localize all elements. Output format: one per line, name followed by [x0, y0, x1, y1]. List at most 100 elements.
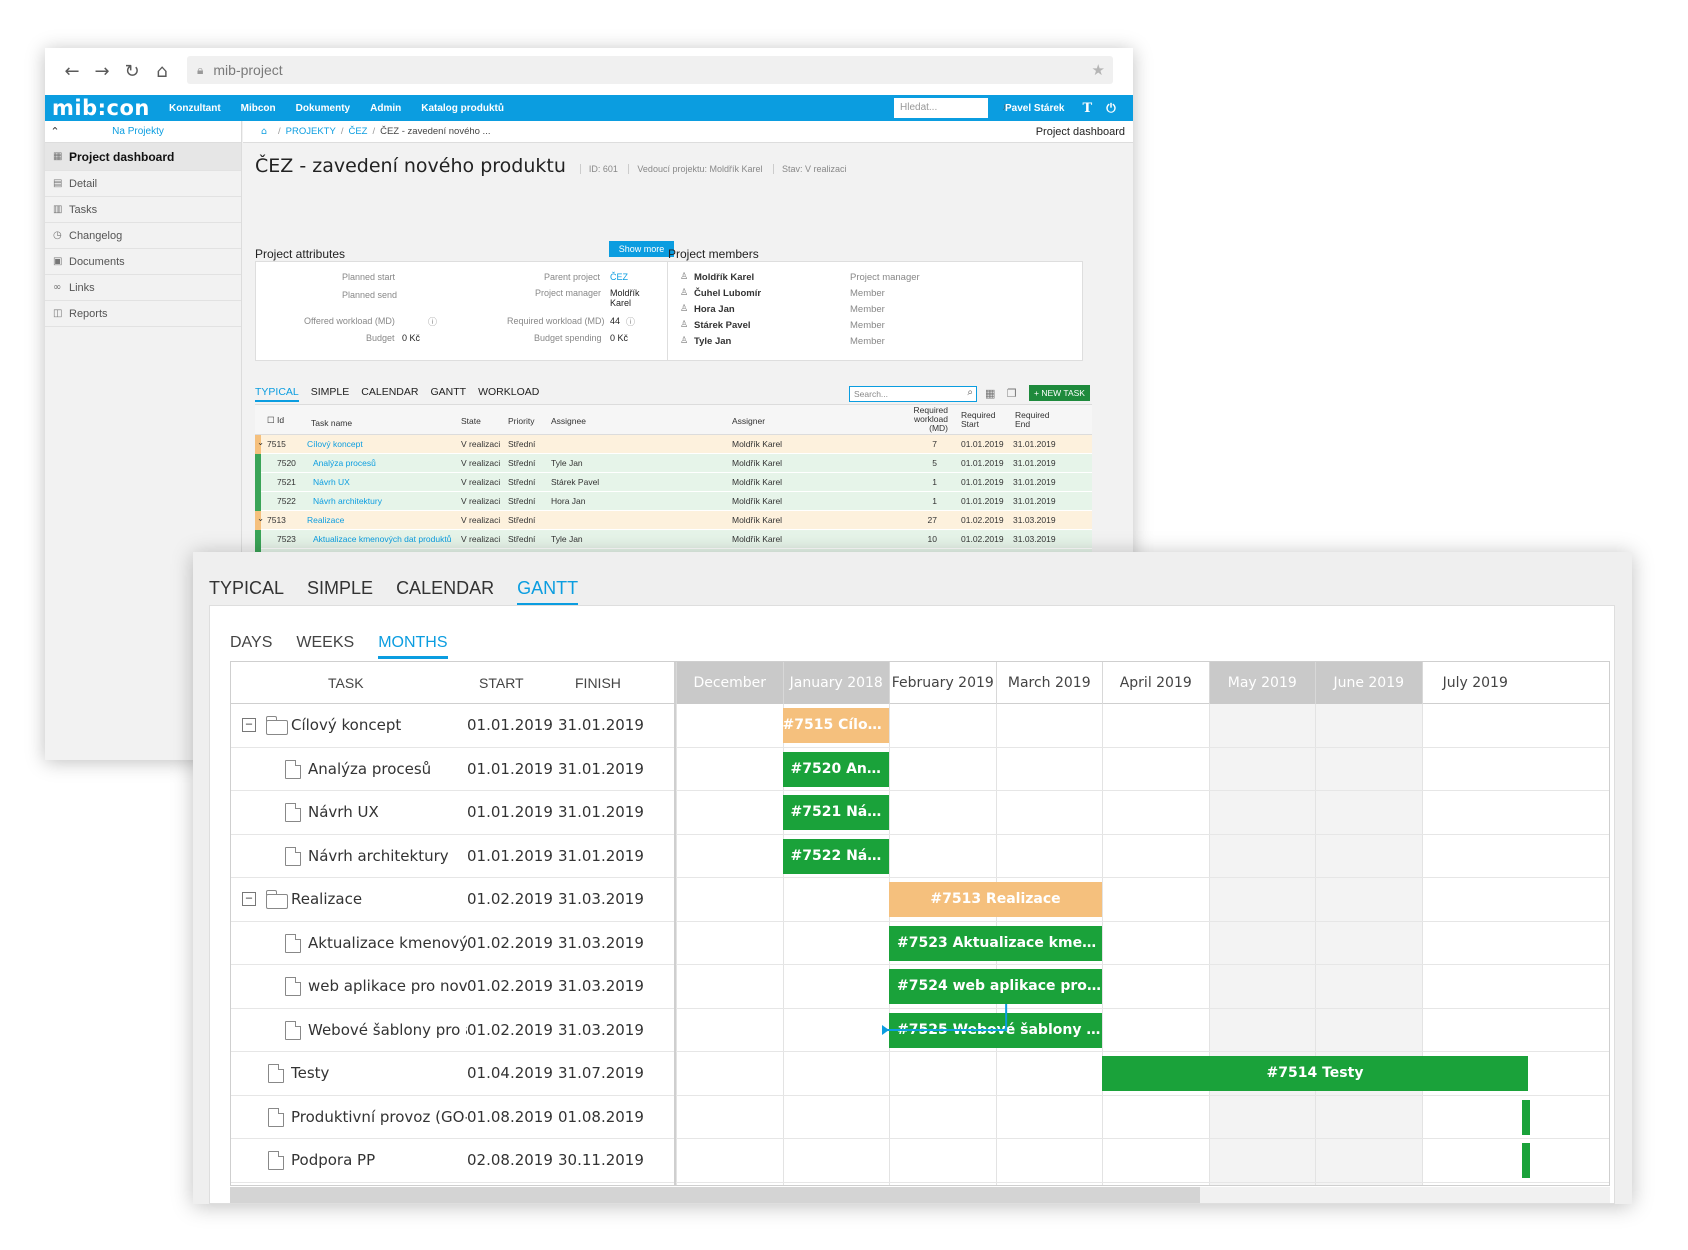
new-task-button[interactable]: + NEW TASK — [1029, 385, 1090, 401]
gantt-bar[interactable]: #7523 Aktualizace kmenových dat produktů — [889, 925, 1102, 961]
show-more-button[interactable]: Show more — [609, 241, 674, 257]
gantt-row[interactable]: Analýza procesů 01.01.2019 31.01.2019 — [231, 748, 1609, 791]
info-icon[interactable]: ⓘ — [626, 318, 636, 328]
sidebar-item-tasks[interactable]: ▥ Tasks — [45, 197, 241, 223]
tab-simple[interactable]: SIMPLE — [307, 578, 374, 598]
tab-calendar[interactable]: CALENDAR — [396, 578, 495, 598]
menu-item-konzultant[interactable]: Konzultant — [169, 102, 221, 114]
header-end[interactable]: Required End — [1015, 410, 1050, 429]
gantt-bar[interactable]: #7522 Návrh architektury — [782, 838, 889, 874]
member-row[interactable]: ♙ Moldřík Karel Project manager — [680, 272, 920, 283]
bookmark-star-icon[interactable]: ★ — [1091, 61, 1105, 79]
scale-tab-weeks[interactable]: WEEKS — [296, 634, 355, 651]
task-name[interactable]: Aktualizace kmenových dat produktů — [308, 933, 467, 952]
collapse-icon[interactable]: − — [242, 718, 256, 732]
chevron-down-icon[interactable]: ⌄ — [257, 438, 265, 448]
column-finish[interactable]: FINISH — [575, 675, 621, 691]
gantt-bar[interactable]: #7524 web aplikace pro nový produkt — [889, 969, 1102, 1004]
text-size-icon[interactable]: T — [1082, 100, 1093, 116]
header-task-name[interactable]: Task name — [311, 418, 353, 428]
attr-parent-project-value[interactable]: ČEZ — [610, 272, 628, 282]
forward-arrow-icon[interactable]: → — [94, 61, 110, 82]
table-row[interactable]: 7513 Realizace V realizaci Střední Moldřík K… — [255, 511, 1092, 530]
reload-icon[interactable]: ↻ — [124, 61, 140, 82]
row-task-name[interactable]: Realizace — [307, 515, 345, 525]
tab-gantt[interactable]: GANTT — [430, 386, 467, 398]
chevron-up-icon[interactable]: ⌃ — [50, 125, 60, 138]
gantt-row[interactable]: − Cílový koncept 01.01.2019 31.01.2019 — [231, 704, 1609, 748]
sidebar-item-documents[interactable]: ▣ Documents — [45, 249, 241, 275]
column-task[interactable]: TASK — [328, 675, 364, 691]
breadcrumb-projekty[interactable]: PROJEKTY — [285, 126, 336, 137]
task-search-input[interactable]: Search... ⌕ — [849, 386, 977, 402]
header-workload[interactable]: Required workload (MD) — [913, 405, 949, 433]
table-row[interactable]: 7521 Návrh UX V realizaci Střední Stárek Pav… — [255, 473, 1092, 492]
gantt-bar[interactable]: #7525 Webové šablony pro aplikaci — [889, 1012, 1102, 1048]
row-task-name[interactable]: Cílový koncept — [307, 439, 363, 449]
gantt-row[interactable]: − Realizace 01.02.2019 31.03.2019 — [231, 878, 1609, 922]
task-name[interactable]: Realizace — [291, 890, 363, 908]
header-assignee[interactable]: Assignee — [551, 416, 586, 426]
tab-gantt[interactable]: GANTT — [517, 578, 579, 606]
menu-item-dokumenty[interactable]: Dokumenty — [295, 102, 351, 114]
task-name[interactable]: Podpora PP — [291, 1151, 376, 1169]
sidebar-back[interactable]: ⌃ Na Projekty — [45, 121, 241, 143]
search-icon[interactable]: ⌕ — [967, 387, 973, 398]
columns-icon[interactable]: ▦ — [985, 387, 996, 400]
home-icon[interactable]: ⌂ — [261, 126, 268, 137]
tab-typical[interactable]: TYPICAL — [209, 578, 285, 598]
gantt-row[interactable]: Produktivní provoz (GO-LIVE)01.08.201901… — [231, 1096, 1609, 1139]
gantt-row[interactable]: Webové šablony pro aplikaci01.02.2019 31.… — [231, 1009, 1609, 1052]
home-icon[interactable]: ⌂ — [156, 61, 168, 82]
gantt-row[interactable]: Návrh UX 01.01.2019 31.01.2019 — [231, 791, 1609, 835]
tab-typical[interactable]: TYPICAL — [255, 386, 299, 402]
gantt-bar[interactable]: #7513 Realizace — [889, 882, 1102, 917]
grid-splitter[interactable] — [674, 662, 676, 1185]
header-state[interactable]: State — [461, 416, 481, 426]
gantt-bar[interactable]: #7521 Návrh UX — [782, 795, 889, 830]
copy-icon[interactable]: ❐ — [1006, 387, 1017, 400]
power-icon[interactable]: ⏻ — [1106, 100, 1116, 115]
sidebar-item-changelog[interactable]: ◷ Changelog — [45, 223, 241, 249]
member-row[interactable]: ♙ Čuhel Lubomír Member — [680, 288, 885, 299]
row-task-name[interactable]: Návrh UX — [313, 477, 350, 487]
row-task-name[interactable]: Návrh architektury — [313, 496, 382, 506]
sidebar-item-project-dashboard[interactable]: ▦ Project dashboard — [45, 143, 241, 171]
scale-tab-days[interactable]: DAYS — [230, 634, 273, 651]
task-name[interactable]: Produktivní provoz (GO-LIVE) — [291, 1107, 467, 1126]
header-assigner[interactable]: Assigner — [732, 416, 766, 426]
row-task-name[interactable]: Analýza procesů — [313, 458, 376, 468]
row-task-name[interactable]: Aktualizace kmenových dat produktů — [313, 534, 452, 544]
search-icon[interactable]: ⌕ — [1002, 99, 1010, 114]
task-name[interactable]: Webové šablony pro aplikaci — [308, 1020, 467, 1039]
scale-tab-months[interactable]: MONTHS — [378, 634, 448, 659]
gantt-bar[interactable]: #7520 Analýza procesů — [782, 751, 889, 787]
table-row[interactable]: 7522 Návrh architektury V realizaci Střední… — [255, 492, 1092, 511]
gantt-row[interactable]: Aktualizace kmenových dat produktů01.02.… — [231, 922, 1609, 965]
menu-item-katalog[interactable]: Katalog produktů — [421, 102, 504, 114]
table-row[interactable]: 7523 Aktualizace kmenových dat produktů V … — [255, 530, 1092, 549]
task-name[interactable]: Cílový koncept — [291, 716, 402, 734]
task-name[interactable]: Testy — [291, 1064, 330, 1082]
table-row[interactable]: 7520 Analýza procesů V realizaci Střední Tyl… — [255, 454, 1092, 473]
gantt-bar[interactable]: #7514 Testy — [1102, 1056, 1528, 1091]
info-icon[interactable]: ⓘ — [428, 318, 438, 328]
sidebar-item-detail[interactable]: ▤ Detail — [45, 171, 241, 197]
task-name[interactable]: Návrh architektury — [308, 846, 449, 865]
logo[interactable]: mib:con — [52, 96, 150, 120]
gantt-bar[interactable] — [1522, 1143, 1530, 1178]
back-to-projects-link[interactable]: Na Projekty — [112, 126, 164, 137]
chevron-down-icon[interactable]: ⌄ — [257, 514, 265, 524]
member-row[interactable]: ♙ Stárek Pavel Member — [680, 320, 885, 331]
tab-simple[interactable]: SIMPLE — [310, 386, 350, 398]
tab-calendar[interactable]: CALENDAR — [361, 386, 419, 398]
global-search-input[interactable]: Hledat... ⌕ — [894, 98, 1010, 118]
breadcrumb-cez[interactable]: ČEZ — [348, 126, 368, 137]
gantt-bar[interactable]: #7515 Cílový koncept — [782, 708, 889, 743]
scrollbar-thumb[interactable] — [230, 1187, 1200, 1203]
tab-workload[interactable]: WORKLOAD — [478, 386, 540, 398]
gantt-bar[interactable] — [1522, 1099, 1530, 1135]
task-name[interactable]: Návrh UX — [308, 803, 379, 821]
header-start[interactable]: Required Start — [961, 410, 996, 429]
back-arrow-icon[interactable]: ← — [64, 61, 80, 82]
